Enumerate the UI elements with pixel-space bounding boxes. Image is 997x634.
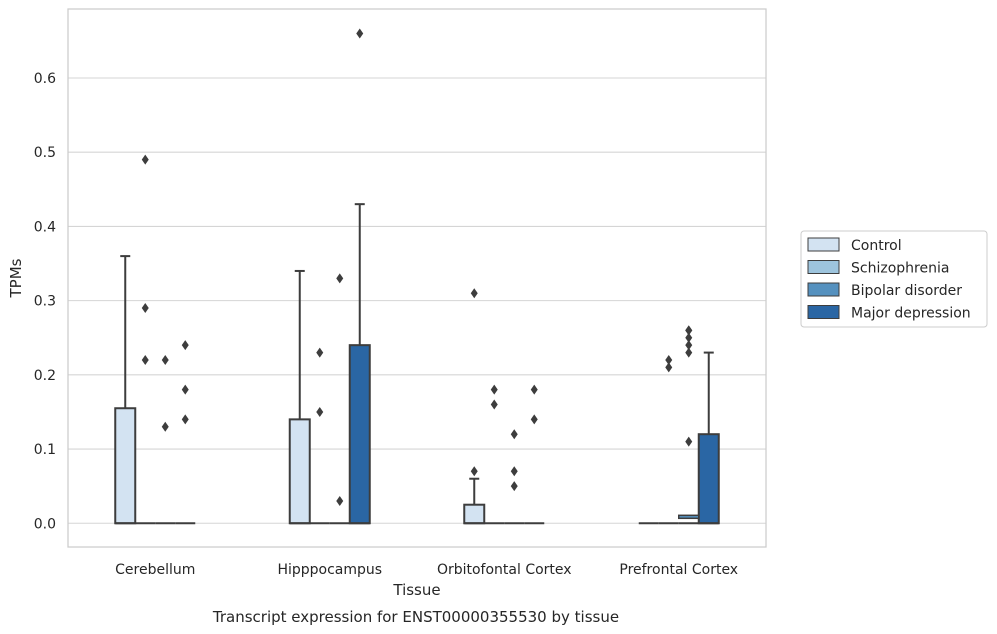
y-tick-label: 0.0 (34, 516, 56, 532)
outlier-point (336, 495, 344, 506)
outlier-point (356, 28, 364, 39)
box-0-2 (155, 354, 176, 525)
outlier-point (141, 154, 149, 165)
x-axis-ticks: Cerebellum Hipppocampus Orbitofontal Corte… (115, 562, 738, 578)
outlier-point (316, 406, 324, 417)
box-0-0 (114, 255, 137, 525)
box-body (114, 407, 137, 525)
box-0-1 (135, 154, 156, 525)
y-tick-label: 0.4 (34, 219, 56, 235)
outlier-point (665, 354, 673, 365)
outlier-point (530, 414, 538, 425)
box-3-1 (658, 354, 679, 525)
outlier-point (336, 273, 344, 284)
legend-swatch (807, 260, 840, 274)
outlier-point (161, 354, 169, 365)
box-2-1 (484, 384, 505, 525)
y-axis-label: TPMs (7, 258, 25, 298)
box-body (697, 433, 720, 525)
box-body (288, 418, 311, 525)
outlier-point (685, 347, 693, 358)
y-tick-label: 0.5 (34, 145, 56, 161)
outlier-point (470, 288, 478, 299)
box-1-2 (329, 273, 350, 525)
box-body (348, 344, 371, 525)
box-1-0 (288, 269, 311, 525)
box-1-1 (309, 347, 330, 525)
y-tick-label: 0.1 (34, 442, 56, 458)
plot-area (114, 28, 720, 525)
x-axis-label: Tissue (392, 581, 440, 599)
plot-frame (67, 8, 767, 548)
box-0-3 (175, 340, 196, 525)
outlier-point (685, 332, 693, 343)
box-2-2 (504, 429, 525, 525)
x-tick-label: Orbitofontal Cortex (437, 562, 572, 578)
box-1-3 (348, 28, 371, 525)
chart-caption: Transcript expression for ENST0000035553… (212, 608, 619, 626)
outlier-point (490, 399, 498, 410)
outlier-point (510, 429, 518, 440)
outlier-point (181, 414, 189, 425)
legend: Control Schizophrenia Bipolar disorder Majo… (800, 230, 988, 328)
box-3-3 (697, 351, 720, 525)
outlier-point (685, 340, 693, 351)
legend-label: Bipolar disorder (851, 283, 962, 299)
y-tick-label: 0.2 (34, 368, 56, 384)
y-tick-label: 0.6 (34, 71, 56, 87)
outlier-point (141, 354, 149, 365)
legend-label: Major depression (851, 306, 971, 322)
x-tick-label: Hipppocampus (277, 562, 382, 578)
outlier-point (470, 466, 478, 477)
legend-label: Control (851, 238, 902, 254)
outlier-point (665, 362, 673, 373)
outlier-point (510, 466, 518, 477)
legend-swatch (807, 237, 840, 252)
outlier-point (316, 347, 324, 358)
grid-lines (68, 77, 766, 524)
y-tick-label: 0.3 (34, 294, 56, 310)
box-2-3 (524, 384, 545, 525)
outlier-point (530, 384, 538, 395)
legend-label: Schizophrenia (851, 261, 949, 277)
box-2-0 (463, 288, 486, 525)
outlier-point (161, 421, 169, 432)
box-body (678, 514, 700, 520)
x-tick-label: Prefrontal Cortex (619, 562, 738, 578)
extra-box (678, 325, 700, 520)
legend-swatch (807, 305, 840, 319)
outlier-point (181, 384, 189, 395)
legend-items: Control Schizophrenia Bipolar disorder Majo… (807, 237, 971, 322)
outlier-point (181, 340, 189, 351)
outlier-point (685, 325, 693, 336)
legend-swatch (807, 282, 840, 297)
outlier-point (490, 384, 498, 395)
x-tick-label: Cerebellum (115, 562, 195, 578)
y-axis-ticks: 0.0 0.1 0.2 0.3 0.4 0.5 0.6 (34, 71, 56, 532)
outlier-point (510, 481, 518, 492)
legend-frame (800, 230, 988, 328)
outlier-point (141, 303, 149, 314)
box-body (463, 503, 486, 525)
outlier-point (685, 436, 693, 447)
